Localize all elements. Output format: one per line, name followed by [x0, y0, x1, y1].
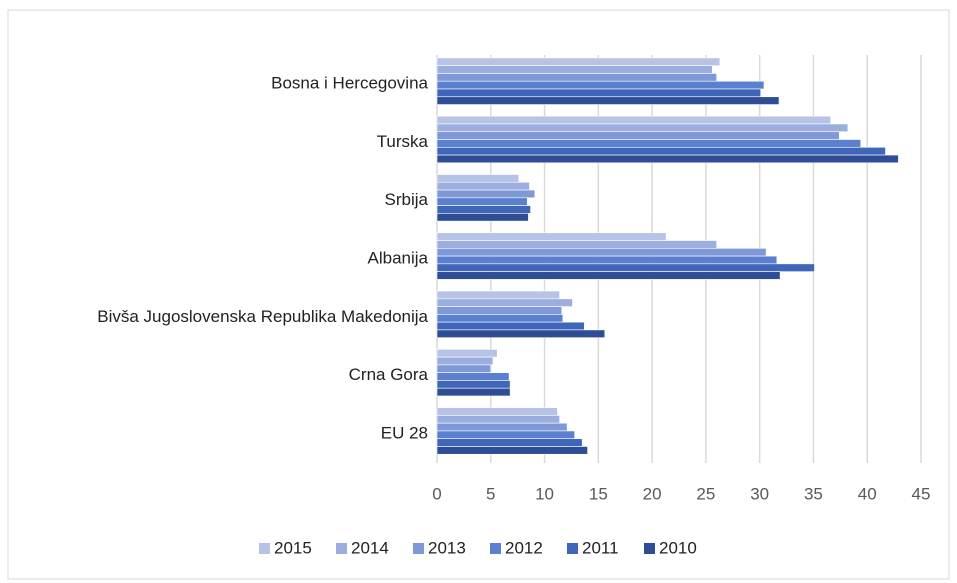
- bar: [436, 314, 564, 323]
- x-tick-label: 5: [486, 484, 495, 503]
- x-tick-label: 0: [432, 484, 441, 503]
- bar: [436, 364, 492, 373]
- category-label: Turska: [377, 132, 429, 151]
- legend-swatch: [567, 543, 578, 554]
- bar: [436, 88, 762, 98]
- x-tick-label: 10: [535, 484, 554, 503]
- legend-swatch: [413, 543, 424, 554]
- x-tick-label: 15: [589, 484, 608, 503]
- bar: [436, 123, 849, 133]
- category-label: EU 28: [381, 423, 428, 442]
- bar: [436, 240, 717, 249]
- bar: [436, 422, 568, 432]
- bar: [436, 255, 778, 265]
- bar: [436, 387, 511, 397]
- bar: [436, 146, 886, 156]
- legend-swatch: [259, 543, 270, 554]
- legend-label: 2013: [428, 538, 466, 557]
- legend-label: 2012: [505, 538, 543, 557]
- bar: [436, 248, 767, 257]
- legend-label: 2010: [659, 538, 697, 557]
- bar: [436, 446, 588, 455]
- bar: [436, 174, 520, 183]
- bar: [436, 263, 815, 272]
- bar: [436, 197, 528, 206]
- bar: [436, 430, 575, 440]
- bar: [436, 349, 498, 358]
- bar: [436, 131, 840, 140]
- bar: [436, 181, 530, 191]
- legend-label: 2014: [351, 538, 389, 557]
- bar: [436, 306, 563, 315]
- legend-swatch: [644, 543, 655, 554]
- category-label: Albanija: [368, 248, 429, 267]
- bar: [436, 415, 560, 424]
- bar: [436, 73, 717, 82]
- bar: [436, 290, 560, 300]
- bar: [436, 232, 667, 241]
- category-label: Bivša Jugoslovenska Republika Makedonija: [97, 307, 428, 326]
- bar: [436, 80, 765, 90]
- bar: [436, 271, 781, 280]
- category-label: Crna Gora: [349, 365, 429, 384]
- bar: [436, 356, 494, 366]
- legend-label: 2015: [274, 538, 312, 557]
- category-label: Bosna i Hercegovina: [271, 74, 428, 93]
- bar: [436, 298, 573, 307]
- bar: [436, 189, 536, 199]
- bar: [436, 139, 862, 148]
- x-tick-label: 20: [643, 484, 662, 503]
- bar: [436, 213, 529, 222]
- bar: [436, 65, 713, 74]
- bar: [436, 407, 558, 416]
- bar: [436, 329, 606, 338]
- x-tick-label: 45: [912, 484, 931, 503]
- legend-label: 2011: [582, 538, 619, 557]
- legend-swatch: [490, 543, 501, 554]
- bar: [436, 321, 585, 331]
- bar: [436, 115, 831, 125]
- x-tick-label: 35: [804, 484, 823, 503]
- bar: [436, 380, 511, 389]
- bar: [436, 154, 899, 164]
- x-tick-label: 25: [696, 484, 715, 503]
- category-label: Srbija: [385, 190, 429, 209]
- x-tick-label: 30: [750, 484, 769, 503]
- bar: [436, 438, 583, 447]
- bar: [436, 205, 531, 214]
- bar: [436, 372, 510, 381]
- bar: [436, 96, 780, 105]
- x-tick-label: 40: [858, 484, 877, 503]
- bar: [436, 57, 721, 66]
- legend-swatch: [336, 543, 347, 554]
